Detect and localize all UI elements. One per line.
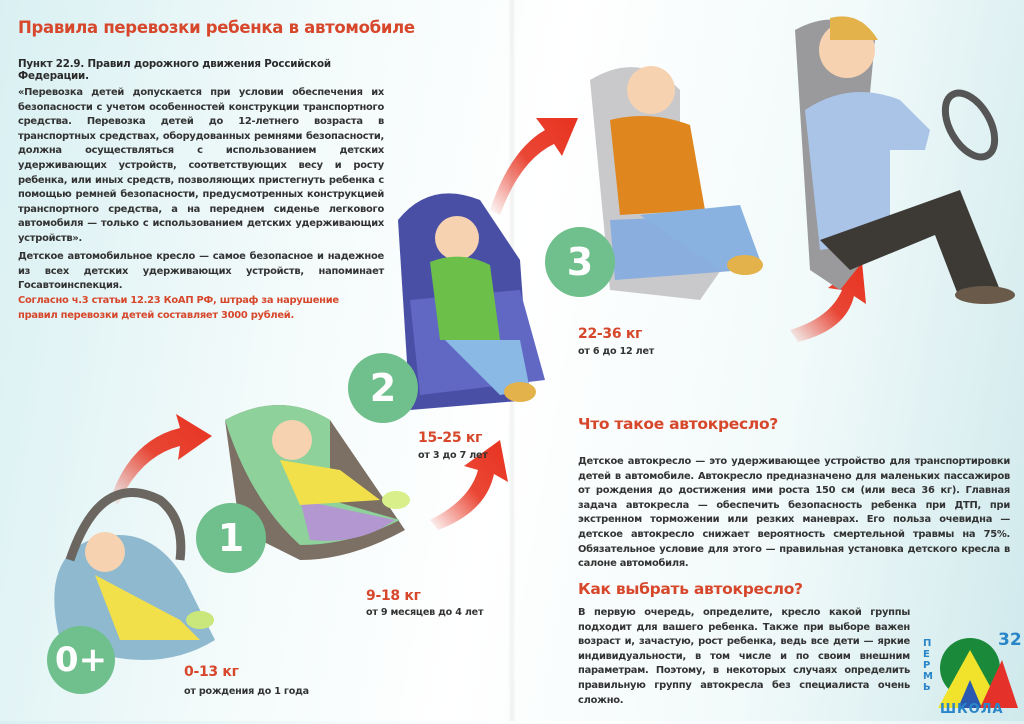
arrow-icon [790, 262, 866, 342]
group-age: от 3 до 7 лет [418, 450, 488, 461]
how-title: Как выбрать автокресло? [578, 580, 803, 598]
logo-word: ШКОЛА [940, 702, 1004, 717]
arrow-icon [490, 118, 578, 215]
group-weight: 9-18 кг [366, 588, 421, 604]
logo-number: 32 [998, 630, 1022, 650]
adult-driver-illustration [795, 16, 1015, 304]
group-badge: 0+ [47, 626, 115, 694]
school-logo: 32 ПЕРМЬ ШКОЛА [918, 630, 1022, 720]
seat-group3-illustration [590, 66, 763, 300]
group-badge: 2 [348, 353, 418, 423]
how-text: В первую очередь, определите, кресло как… [578, 607, 910, 706]
group-badge: 3 [545, 227, 615, 297]
infant-carrier-illustration [54, 488, 216, 660]
group-weight: 0-13 кг [184, 664, 239, 680]
group-weight: 22-36 кг [578, 326, 643, 342]
law-reference: Пункт 22.9. Правил дорожного движения Ро… [18, 58, 331, 82]
group-age: от 9 месяцев до 4 лет [366, 607, 484, 618]
group-weight: 15-25 кг [418, 430, 483, 446]
safety-note: Детское автомобильное кресло — самое без… [18, 251, 384, 292]
law-quote: «Перевозка детей допускается при условии… [18, 87, 384, 244]
seat-group2-illustration [398, 193, 545, 410]
group-age: от рождения до 1 года [184, 686, 309, 697]
seat-group1-illustration [225, 405, 410, 560]
what-text: Детское автокресло — это удерживающее ус… [578, 456, 1010, 570]
group-age: от 6 до 12 лет [578, 346, 655, 357]
arrow-icon [110, 414, 212, 505]
what-title: Что такое автокресло? [578, 415, 778, 433]
fine-note: Согласно ч.3 статьи 12.23 КоАП РФ, штраф… [18, 295, 339, 321]
arrow-icon [430, 440, 508, 530]
logo-city: ПЕРМЬ [923, 638, 933, 693]
group-badge: 1 [196, 503, 266, 573]
page-title: Правила перевозки ребенка в автомобиле [18, 18, 415, 37]
